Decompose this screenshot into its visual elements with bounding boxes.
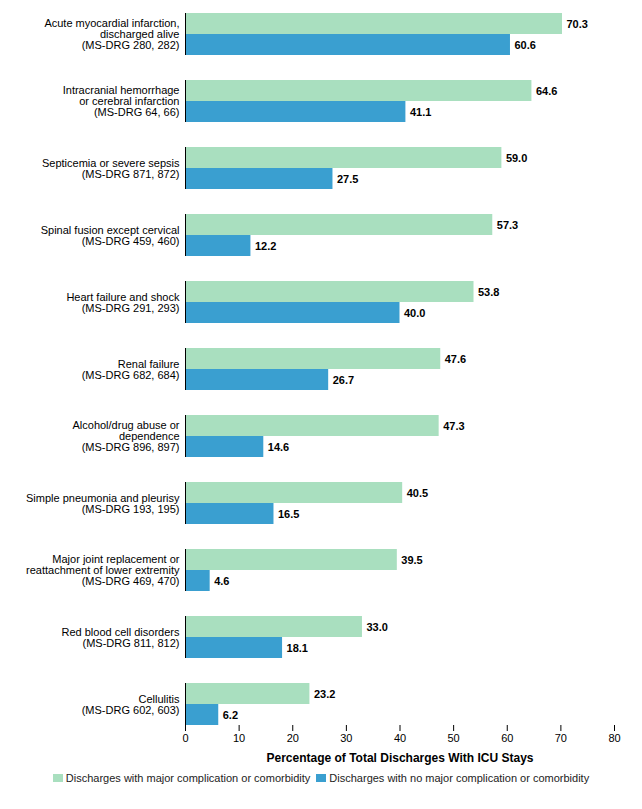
svg-text:Red blood cell disorders(MS-DR: Red blood cell disorders(MS-DRG 811, 812… [61,626,180,649]
svg-text:50: 50 [448,732,460,744]
svg-text:Major joint replacement orreat: Major joint replacement orreattachment o… [26,553,180,587]
html-text:Discharges with major complica: Discharges with major complication or co… [65,772,311,784]
svg-text:70: 70 [555,732,567,744]
svg-text:Septicemia or severe sepsis(MS: Septicemia or severe sepsis(MS-DRG 871, … [42,157,180,180]
svg-text:Spinal fusion except cervical(: Spinal fusion except cervical(MS-DRG 459… [41,224,180,247]
svg-text:Acute myocardial infarction,di: Acute myocardial infarction,discharged a… [44,17,179,51]
svg-text:4.6: 4.6 [214,575,229,587]
svg-text:18.1: 18.1 [287,642,308,654]
svg-text:60.6: 60.6 [514,39,535,51]
svg-text:39.5: 39.5 [401,554,422,566]
svg-text:30: 30 [340,732,352,744]
svg-text:40.0: 40.0 [404,307,425,319]
svg-text:64.6: 64.6 [536,85,557,97]
svg-text:10: 10 [233,732,245,744]
svg-text:59.0: 59.0 [506,152,527,164]
svg-text:20: 20 [287,732,299,744]
svg-text:47.6: 47.6 [445,353,466,365]
svg-text:Simple pneumonia and pleurisy(: Simple pneumonia and pleurisy(MS-DRG 193… [26,492,180,515]
svg-text:Intracranial hemorrhageor cere: Intracranial hemorrhageor cerebral infar… [63,84,180,118]
svg-text:0: 0 [182,732,188,744]
svg-text:47.3: 47.3 [443,420,464,432]
svg-text:41.1: 41.1 [410,106,431,118]
svg-text:60: 60 [501,732,513,744]
svg-text:70.3: 70.3 [566,18,587,30]
svg-text:Heart failure and shock(MS-DRG: Heart failure and shock(MS-DRG 291, 293) [66,291,180,314]
svg-text:Percentage of Total Discharges: Percentage of Total Discharges With ICU … [266,751,533,765]
svg-text:27.5: 27.5 [337,173,358,185]
svg-text:26.7: 26.7 [333,374,354,386]
svg-text:40.5: 40.5 [407,487,428,499]
svg-text:Renal failure(MS-DRG 682, 684): Renal failure(MS-DRG 682, 684) [82,358,180,381]
svg-text:57.3: 57.3 [497,219,518,231]
svg-text:33.0: 33.0 [366,621,387,633]
svg-text:23.2: 23.2 [314,688,335,700]
html-text:Discharges with no major compl: Discharges with no major complication or… [329,772,590,784]
svg-text:12.2: 12.2 [255,240,276,252]
svg-text:Cellulitis(MS-DRG 602, 603): Cellulitis(MS-DRG 602, 603) [82,693,180,716]
svg-text:40: 40 [394,732,406,744]
svg-text:16.5: 16.5 [278,508,299,520]
svg-text:53.8: 53.8 [478,286,499,298]
svg-text:Alcohol/drug abuse ordependenc: Alcohol/drug abuse ordependence(MS-DRG 8… [72,419,179,453]
svg-text:6.2: 6.2 [223,709,238,721]
svg-text:80: 80 [608,732,620,744]
svg-text:14.6: 14.6 [268,441,289,453]
